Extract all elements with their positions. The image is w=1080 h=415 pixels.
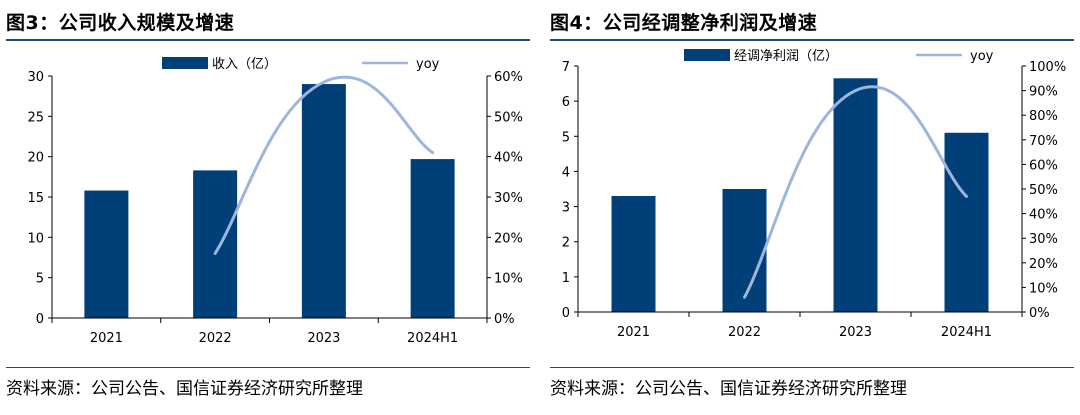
y-right-tick-label: 30% (494, 191, 523, 206)
figure-3-title-rule (6, 39, 530, 41)
y-right-tick-label: 80% (1029, 109, 1058, 124)
y-left-tick-label: 2 (562, 236, 570, 251)
figure-4-title-rule (550, 39, 1074, 41)
x-tick-label: 2024H1 (941, 325, 992, 340)
y-left-tick-label: 5 (562, 130, 570, 145)
x-tick-label: 2024H1 (407, 331, 458, 346)
bar-2024H1 (944, 132, 989, 312)
figure-3-panel: 图3：公司收入规模及增速 收入（亿） yoy 0 5 10 15 20 25 30 0% 10% 20… (0, 0, 536, 415)
bar-2024H1 (410, 159, 455, 318)
x-tick-label: 2022 (728, 325, 761, 340)
figure-3-source: 资料来源：公司公告、国信证券经济研究所整理 (6, 379, 363, 399)
y-left-tick-label: 0 (562, 306, 570, 321)
y-right-tick-label: 60% (1029, 158, 1058, 173)
bar-2022 (193, 170, 238, 318)
y-right-tick-label: 40% (1029, 208, 1058, 223)
legend-bar-label: 收入（亿） (212, 57, 277, 72)
y-left-tick-label: 3 (562, 201, 570, 216)
yoy-line (213, 75, 435, 255)
x-tick-label: 2023 (307, 331, 340, 346)
y-left-tick-label: 6 (562, 95, 570, 110)
y-right-tick-label: 50% (494, 110, 523, 125)
x-tick-label: 2021 (617, 325, 650, 340)
figure-4-chart: 经调净利润（亿） yoy012345670%10%20%30%40%50%60%7… (562, 49, 1066, 340)
y-left-tick-label: 4 (562, 165, 570, 180)
legend-bar-swatch (162, 57, 208, 69)
bar-2021 (611, 196, 656, 312)
figure-3-title: 图3：公司收入规模及增速 (6, 12, 235, 34)
y-right-tick-label: 0% (494, 312, 515, 327)
x-tick-label: 2023 (839, 325, 872, 340)
legend-bar-swatch (684, 49, 730, 61)
figure-4-source: 资料来源：公司公告、国信证券经济研究所整理 (550, 379, 907, 399)
y-right-tick-label: 10% (494, 272, 523, 287)
figure-4-title: 图4：公司经调整净利润及增速 (550, 12, 818, 34)
x-tick-label: 2021 (90, 331, 123, 346)
y-right-tick-label: 50% (1029, 183, 1058, 198)
y-right-tick-label: 100% (1029, 60, 1066, 75)
bar-2023 (301, 84, 346, 318)
y-left-tick-label: 10 (27, 231, 44, 246)
legend-bar-label: 经调净利润（亿） (734, 49, 838, 64)
y-right-tick-label: 90% (1029, 85, 1058, 100)
y-left-tick-label: 30 (27, 70, 44, 85)
y-left-tick-label: 7 (562, 60, 570, 75)
y-left-tick-label: 1 (562, 271, 570, 286)
figure-3-chart: 收入（亿） yoy 0 5 10 15 20 25 30 0% 10% 20% 30% 40% 50% 60%… (27, 57, 523, 346)
y-right-tick-label: 40% (494, 151, 523, 166)
yoy-line (743, 85, 968, 299)
y-right-tick-label: 20% (494, 231, 523, 246)
y-left-tick-label: 20 (27, 151, 44, 166)
y-right-tick-label: 70% (1029, 134, 1058, 149)
bar-2021 (84, 190, 129, 318)
y-right-tick-label: 20% (1029, 257, 1058, 272)
y-right-tick-label: 30% (1029, 232, 1058, 247)
figure-4-panel: 图4：公司经调整净利润及增速 经调净利润（亿） yoy 0 1 2 3 4 5 6 7 0% 10% 2… (544, 0, 1080, 415)
bar-2023 (833, 78, 878, 312)
bar-2022 (722, 189, 767, 312)
y-right-tick-label: 60% (494, 70, 523, 85)
y-left-tick-label: 15 (27, 191, 44, 206)
x-tick-label: 2022 (199, 331, 232, 346)
figure-3-source-rule (6, 367, 530, 368)
figure-4-source-rule (550, 367, 1074, 368)
legend: 经调净利润（亿） yoy (684, 49, 994, 64)
y-right-tick-label: 10% (1029, 281, 1058, 296)
legend-line-label: yoy (416, 57, 440, 72)
y-left-tick-label: 5 (36, 272, 44, 287)
legend: 收入（亿） yoy (162, 57, 440, 72)
y-left-tick-label: 0 (36, 312, 44, 327)
y-left-tick-label: 25 (27, 110, 44, 125)
legend-line-label: yoy (970, 49, 994, 64)
y-right-tick-label: 0% (1029, 306, 1050, 321)
